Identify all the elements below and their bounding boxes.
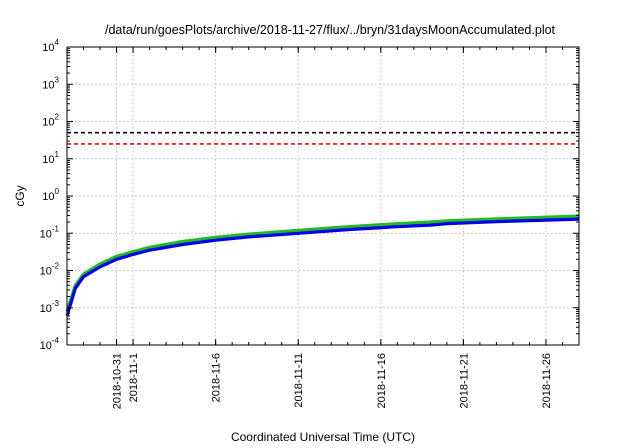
x-axis-label: Coordinated Universal Time (UTC) bbox=[231, 430, 415, 444]
y-tick-label: 100 bbox=[42, 187, 59, 203]
series-line-2 bbox=[65, 217, 580, 317]
y-tick-label: 101 bbox=[42, 150, 59, 166]
y-tick-label: 104 bbox=[42, 38, 59, 54]
y-tick-label: 10-2 bbox=[40, 262, 60, 278]
x-tick-label: 2018-11-6 bbox=[211, 353, 223, 402]
x-tick-label: 2018-11-21 bbox=[458, 353, 470, 408]
y-tick-label: 10-4 bbox=[40, 336, 60, 352]
axes: 10-4 10-3 10-2 10-1 100 101 102 103 104 2018-10-3… bbox=[40, 38, 580, 409]
x-tick-label: 2018-11-1 bbox=[128, 353, 140, 402]
series-line-1 bbox=[65, 214, 580, 312]
y-tick-label: 10-1 bbox=[40, 224, 60, 240]
y-tick-label: 103 bbox=[42, 75, 59, 91]
x-tick-label: 2018-11-26 bbox=[541, 353, 553, 408]
y-tick-label: 102 bbox=[42, 113, 59, 129]
x-tick-label: 2018-11-16 bbox=[376, 353, 388, 408]
grid bbox=[67, 47, 579, 345]
y-axis-label: cGy bbox=[13, 185, 27, 206]
series-layer bbox=[65, 131, 580, 317]
y-tick-label: 10-3 bbox=[40, 299, 60, 315]
chart-title: /data/run/goesPlots/archive/2018-11-27/f… bbox=[105, 23, 556, 37]
x-tick-label: 2018-10-31 bbox=[112, 353, 124, 409]
x-tick-label: 2018-11-11 bbox=[293, 353, 305, 408]
